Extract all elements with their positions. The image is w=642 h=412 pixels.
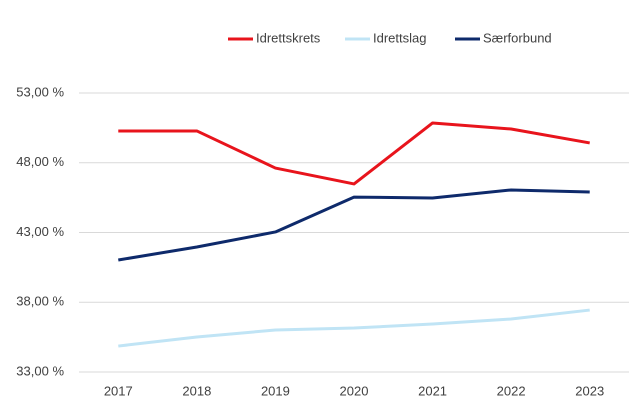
legend-label: Særforbund <box>483 30 552 45</box>
legend-label: Idrettslag <box>373 30 426 45</box>
y-tick-label: 53,00 % <box>16 84 64 99</box>
y-tick-label: 43,00 % <box>16 224 64 239</box>
x-tick-label: 2020 <box>340 383 369 398</box>
x-tick-label: 2019 <box>261 383 290 398</box>
x-tick-label: 2018 <box>182 383 211 398</box>
y-tick-label: 33,00 % <box>16 363 64 378</box>
legend-label: Idrettskrets <box>256 30 321 45</box>
x-tick-label: 2022 <box>497 383 526 398</box>
x-tick-label: 2023 <box>575 383 604 398</box>
line-series <box>118 308 590 348</box>
y-tick-label: 48,00 % <box>16 154 64 169</box>
line-series <box>118 121 590 186</box>
x-tick-label: 2017 <box>104 383 133 398</box>
line-series <box>118 188 590 262</box>
x-tick-label: 2021 <box>418 383 447 398</box>
y-tick-label: 38,00 % <box>16 294 64 309</box>
